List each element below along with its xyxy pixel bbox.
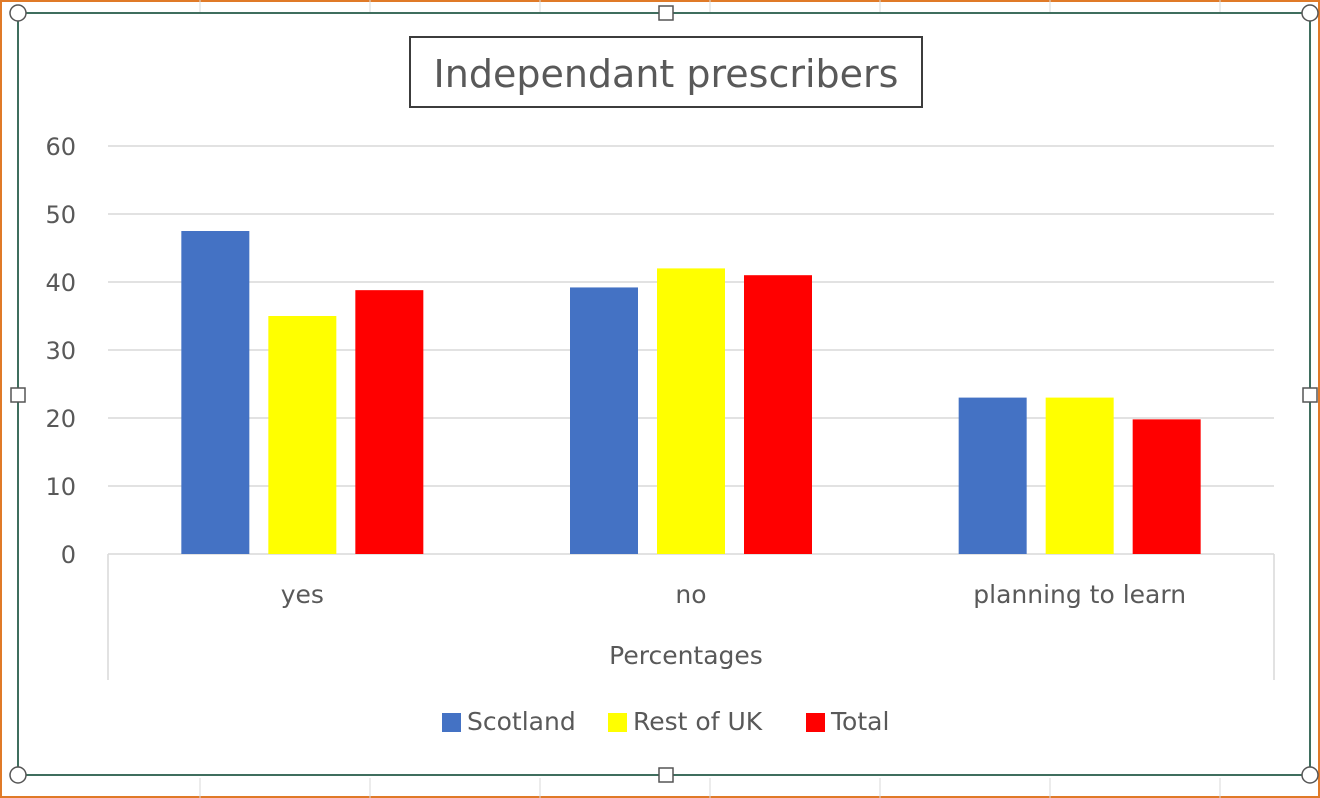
x-category-label: planning to learn (973, 580, 1186, 609)
bar-series[interactable] (181, 231, 1201, 554)
bar-rest-of-uk-no[interactable] (657, 268, 725, 554)
resize-handle-bottom[interactable] (658, 767, 674, 783)
resize-handle-top-left[interactable] (9, 4, 27, 22)
bar-total-no[interactable] (744, 275, 812, 554)
resize-handle-left[interactable] (10, 387, 26, 403)
bar-scotland-yes[interactable] (181, 231, 250, 554)
bar-rest-of-uk-yes[interactable] (268, 316, 337, 554)
legend-swatch-rest-of-uk (608, 713, 627, 732)
bar-scotland-planning-to-learn[interactable] (958, 397, 1027, 554)
resize-handle-bottom-left[interactable] (9, 766, 27, 784)
legend-swatch-scotland (442, 713, 461, 732)
sheet-grid (199, 0, 1221, 798)
y-tick-label: 60 (45, 133, 76, 161)
y-tick-label: 20 (45, 405, 76, 433)
legend-swatch-total (806, 713, 825, 732)
bar-rest-of-uk-planning-to-learn[interactable] (1045, 397, 1114, 554)
legend-label-total: Total (830, 707, 889, 736)
x-axis-category-labels: yes no planning to learn (281, 580, 1186, 609)
bar-total-planning-to-learn[interactable] (1132, 419, 1201, 554)
resize-handle-top[interactable] (658, 5, 674, 21)
y-tick-label: 30 (45, 337, 76, 365)
bar-total-yes[interactable] (355, 290, 424, 554)
legend-label-rest-of-uk: Rest of UK (633, 707, 763, 736)
selection-handles[interactable] (9, 4, 1319, 784)
y-axis-tick-labels: 0 10 20 30 40 50 60 (45, 133, 76, 569)
resize-handle-top-right[interactable] (1301, 4, 1319, 22)
resize-handle-bottom-right[interactable] (1301, 766, 1319, 784)
y-tick-label: 40 (45, 269, 76, 297)
resize-handle-right[interactable] (1302, 387, 1318, 403)
category-axis-box (107, 554, 1275, 680)
y-tick-label: 10 (45, 473, 76, 501)
chart-title: Independant prescribers (434, 52, 899, 96)
chart-title-box[interactable] (409, 36, 923, 108)
x-axis-title: Percentages (609, 641, 763, 670)
legend[interactable]: Scotland Rest of UK Total (442, 707, 889, 736)
bar-scotland-no[interactable] (570, 287, 638, 554)
y-tick-label: 0 (61, 541, 76, 569)
x-category-label: yes (281, 580, 324, 609)
legend-label-scotland: Scotland (467, 707, 576, 736)
x-category-label: no (675, 580, 706, 609)
y-tick-label: 50 (45, 201, 76, 229)
